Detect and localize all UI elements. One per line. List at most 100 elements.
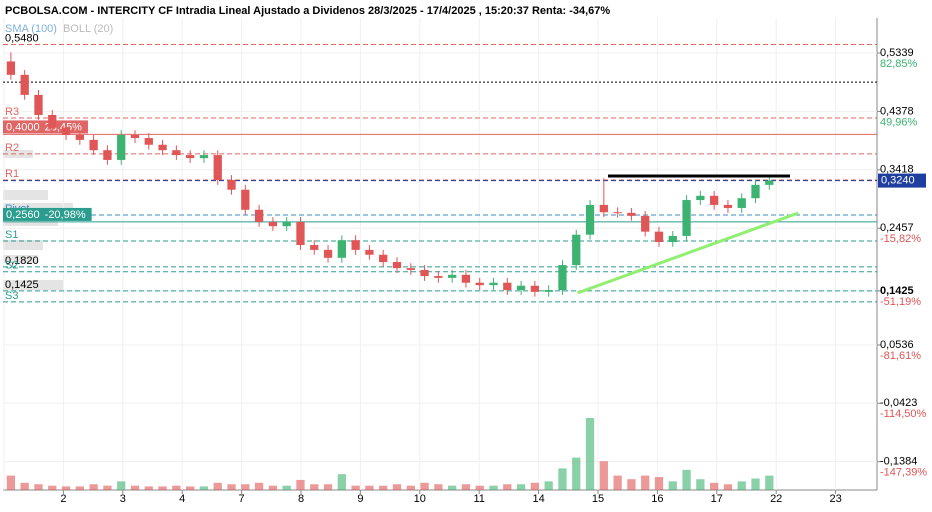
volume-bar — [103, 485, 112, 490]
level-label: 0,5480 — [5, 32, 39, 44]
volume-bar — [475, 485, 484, 490]
volume-bar — [406, 485, 415, 490]
candle-body — [186, 155, 195, 159]
volume-bar — [710, 482, 719, 490]
volume-bar — [558, 468, 567, 490]
x-tick-label: 11 — [473, 493, 484, 505]
candle-body — [420, 269, 429, 277]
candle-body — [641, 215, 650, 232]
candle-body — [448, 274, 457, 278]
volume-bar — [144, 486, 153, 490]
volume-bar — [48, 485, 57, 490]
x-tick-label: 4 — [179, 493, 185, 505]
candle-body — [572, 234, 581, 266]
y-tick-pct: -15,82% — [880, 233, 921, 245]
x-tick-label: 23 — [829, 493, 841, 505]
volume-bar — [627, 479, 636, 490]
level-box: 0,2560 -20,98% — [3, 207, 92, 221]
candle-body — [337, 240, 346, 258]
trend-line — [577, 211, 799, 295]
candle-body — [282, 221, 291, 227]
level-label: R1 — [5, 168, 19, 180]
candle-body — [254, 209, 264, 222]
volume-bar — [530, 482, 540, 490]
volume-bar — [130, 485, 140, 490]
candle-body — [392, 262, 402, 269]
profile-bar — [3, 190, 48, 200]
y-tick-pct: 49,96% — [880, 116, 918, 128]
y-tick-label: 0,4378 — [880, 105, 914, 117]
candle-body — [268, 221, 278, 227]
volume-bar — [420, 482, 429, 490]
volume-bar — [379, 485, 388, 490]
candle-body — [475, 282, 484, 286]
candle-body — [75, 135, 84, 140]
volume-bar — [641, 475, 650, 490]
volume-bar — [89, 484, 98, 490]
volume-bar — [241, 484, 250, 490]
level-label: S1 — [5, 229, 18, 241]
candle-body — [117, 135, 126, 160]
volume-bar — [448, 485, 457, 490]
candle-body — [48, 114, 57, 128]
candle-body — [89, 139, 98, 151]
volume-bar — [20, 482, 29, 490]
volume-bar — [392, 484, 402, 490]
x-tick-label: 9 — [357, 493, 363, 505]
candle-body — [434, 276, 443, 278]
x-tick-label: 7 — [239, 493, 245, 505]
volume-bar — [613, 475, 622, 490]
candle-body — [613, 212, 622, 214]
level-pct: -20,98% — [45, 209, 86, 221]
candle-body — [61, 127, 71, 136]
candle-body — [213, 155, 222, 180]
volume-bar — [751, 478, 760, 490]
volume-bar — [310, 484, 319, 490]
volume-bar — [461, 484, 471, 490]
volume-bar — [503, 484, 512, 490]
candle-body — [20, 74, 29, 95]
x-tick-label: 8 — [298, 493, 304, 505]
level-label: R2 — [5, 142, 19, 154]
candle-body — [379, 254, 388, 263]
candle-body — [34, 94, 43, 115]
volume-bar — [186, 486, 195, 490]
candle-body — [310, 245, 319, 250]
volume-bar — [75, 486, 84, 490]
volume-bar — [158, 486, 167, 490]
volume-bar — [572, 457, 581, 490]
candle-body — [530, 285, 540, 292]
candle-body — [241, 189, 250, 210]
volume-bar — [682, 469, 691, 490]
candle-body — [737, 198, 746, 208]
candle-body — [710, 195, 719, 205]
profile-bar — [3, 240, 43, 250]
candle-body — [323, 249, 333, 258]
candle-body — [6, 61, 16, 75]
candle-body — [585, 204, 595, 235]
volume-bar — [723, 484, 733, 490]
volume-bar — [61, 486, 71, 490]
y-tick-pct: 82,85% — [880, 58, 918, 70]
x-tick-label: 15 — [592, 493, 604, 505]
candle-body — [682, 200, 691, 236]
y-tick-pct: -114,50% — [880, 408, 926, 420]
x-tick-label: 2 — [60, 493, 66, 505]
volume-bar — [489, 485, 498, 490]
volume-bar — [765, 475, 774, 490]
last-price-box — [878, 173, 926, 188]
candle-body — [351, 240, 360, 250]
y-tick-label: -0,1384 — [880, 456, 917, 468]
volume-bar — [282, 485, 291, 490]
volume-bar — [213, 482, 222, 490]
volume-bar — [351, 485, 360, 490]
x-tick-label: 17 — [711, 493, 723, 505]
candle-body — [765, 180, 774, 185]
profile-bar — [3, 255, 38, 263]
volume-bar — [365, 485, 374, 490]
volume-bar — [337, 474, 346, 490]
candle-body — [544, 290, 553, 292]
volume-bar — [268, 485, 278, 490]
